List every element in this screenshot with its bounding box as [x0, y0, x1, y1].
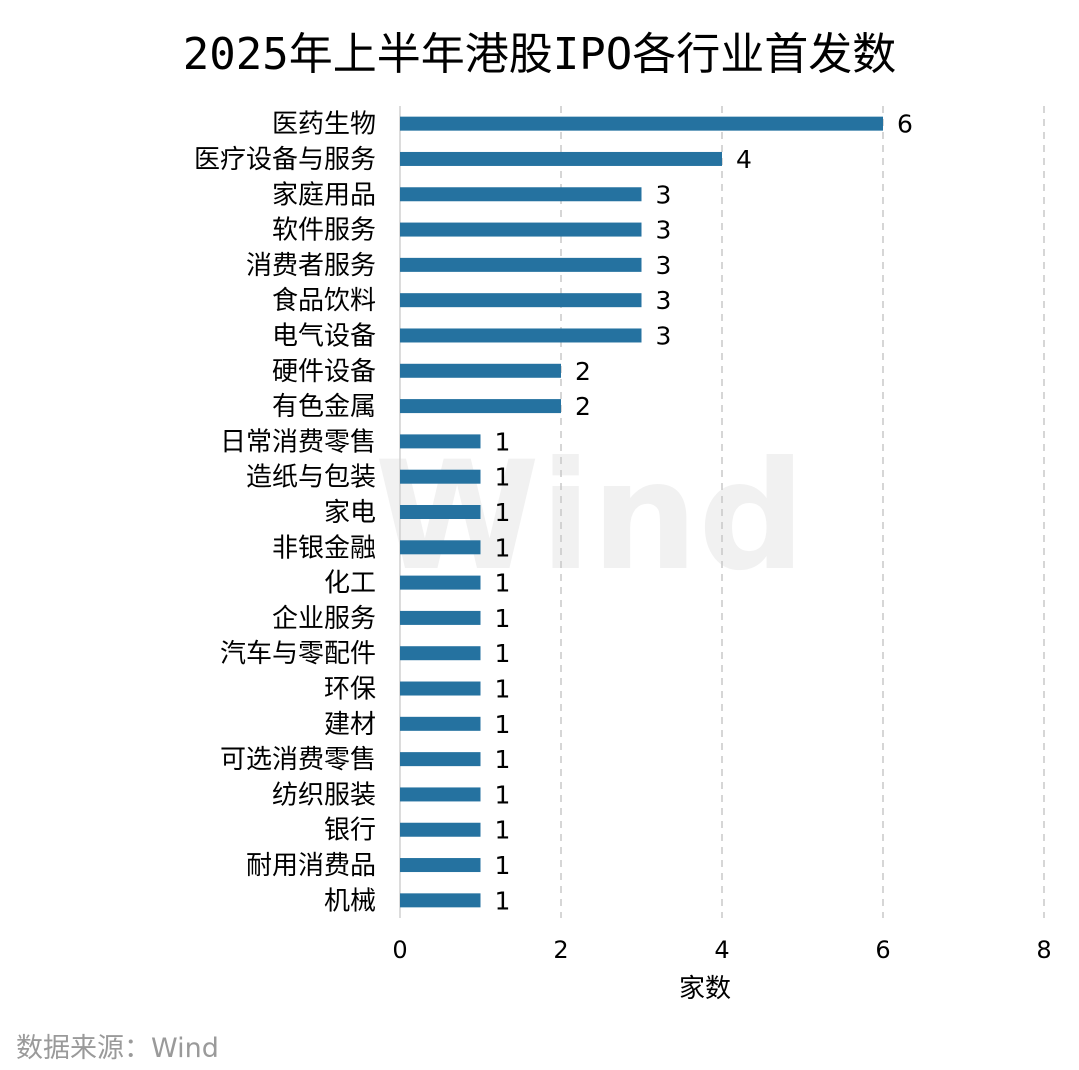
bar [400, 116, 883, 131]
category-label: 医疗设备与服务 [194, 145, 376, 175]
data-label: 3 [656, 216, 672, 245]
source-note: 数据来源：Wind [16, 1033, 219, 1064]
bar [400, 681, 481, 696]
bar [400, 893, 481, 908]
bar [400, 399, 561, 414]
category-label: 纺织服装 [272, 780, 376, 810]
data-label: 3 [656, 321, 672, 350]
bar [400, 646, 481, 661]
category-label: 环保 [324, 675, 376, 705]
category-label: 化工 [324, 569, 376, 599]
data-label: 3 [656, 251, 672, 280]
data-label: 1 [495, 675, 511, 704]
category-label: 电气设备 [272, 321, 376, 351]
bar [400, 257, 642, 272]
category-label: 硬件设备 [272, 357, 376, 387]
data-label: 1 [495, 886, 511, 915]
data-label: 2 [575, 357, 591, 386]
data-label: 2 [575, 392, 591, 421]
bar [400, 858, 481, 873]
data-label: 1 [495, 816, 511, 845]
bar [400, 787, 481, 802]
bar [400, 575, 481, 590]
x-tick-label: 6 [875, 936, 890, 964]
data-label: 3 [656, 286, 672, 315]
bar [400, 293, 642, 308]
data-label: 1 [495, 780, 511, 809]
data-label: 3 [656, 180, 672, 209]
bar [400, 328, 642, 343]
category-label: 消费者服务 [246, 251, 376, 281]
category-label: 医药生物 [272, 110, 376, 140]
category-label: 家电 [324, 498, 376, 528]
bar [400, 610, 481, 625]
data-label: 1 [495, 569, 511, 598]
bar [400, 822, 481, 837]
bar [400, 222, 642, 237]
category-label: 汽车与零配件 [220, 639, 376, 669]
data-label: 1 [495, 533, 511, 562]
chart-title: 2025年上半年港股IPO各行业首发数 [182, 29, 897, 80]
category-label: 银行 [324, 816, 376, 846]
x-tick-label: 4 [714, 936, 729, 964]
category-label: 非银金融 [272, 533, 376, 563]
x-tick-label: 2 [553, 936, 568, 964]
category-label: 日常消费零售 [220, 427, 376, 457]
x-axis-label: 家数 [679, 974, 731, 1004]
bar [400, 434, 481, 449]
x-tick-label: 0 [392, 936, 407, 964]
bar [400, 363, 561, 378]
category-label: 家庭用品 [272, 180, 376, 210]
bar [400, 505, 481, 519]
bar [400, 151, 722, 166]
category-label: 耐用消费品 [246, 851, 376, 881]
category-label: 建材 [324, 710, 376, 740]
bar [400, 540, 481, 555]
data-label: 1 [495, 463, 511, 492]
x-tick-label: 8 [1036, 936, 1051, 964]
data-label: 1 [495, 427, 511, 456]
bar [400, 716, 481, 731]
data-label: 4 [736, 145, 752, 174]
bar [400, 187, 642, 202]
category-label: 机械 [324, 886, 376, 916]
category-label: 软件服务 [272, 216, 376, 246]
data-label: 1 [495, 710, 511, 739]
category-label: 企业服务 [272, 604, 376, 634]
category-label: 可选消费零售 [220, 745, 376, 775]
category-label: 有色金属 [272, 392, 376, 422]
data-label: 1 [495, 604, 511, 633]
bar [400, 469, 481, 484]
data-label: 1 [495, 498, 511, 527]
category-label: 造纸与包装 [246, 463, 376, 493]
data-label: 1 [495, 851, 511, 880]
category-label: 食品饮料 [272, 286, 376, 316]
data-label: 1 [495, 745, 511, 774]
bar [400, 752, 481, 767]
data-label: 6 [897, 110, 913, 139]
data-label: 1 [495, 639, 511, 668]
